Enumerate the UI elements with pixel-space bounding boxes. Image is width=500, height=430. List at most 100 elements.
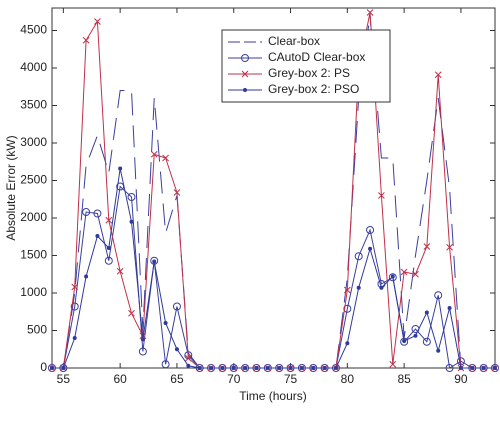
marker xyxy=(402,339,407,343)
marker xyxy=(366,226,375,234)
y-tick-label: 4500 xyxy=(20,23,47,37)
legend-label: Grey-box 2: PSO xyxy=(268,82,359,96)
y-tick-label: 3500 xyxy=(20,98,47,112)
marker xyxy=(412,270,419,278)
marker xyxy=(209,366,214,370)
series xyxy=(50,166,497,370)
marker xyxy=(436,348,441,353)
marker xyxy=(172,302,181,311)
marker xyxy=(277,366,282,370)
marker xyxy=(446,243,453,251)
marker xyxy=(118,166,123,171)
marker xyxy=(368,246,373,251)
marker xyxy=(162,154,169,162)
marker xyxy=(333,366,338,370)
x-axis-label: Time (hours) xyxy=(239,389,307,403)
marker xyxy=(150,150,158,158)
y-tick-label: 3000 xyxy=(20,135,47,149)
marker xyxy=(106,246,111,250)
legend-label: CAutoD Clear-box xyxy=(268,50,365,64)
marker xyxy=(322,366,327,370)
marker xyxy=(140,337,145,342)
series xyxy=(52,15,495,369)
marker xyxy=(422,337,431,346)
marker xyxy=(105,216,113,224)
y-tick-label: 0 xyxy=(40,360,47,374)
marker xyxy=(434,71,442,79)
marker xyxy=(128,309,135,317)
x-tick-label: 65 xyxy=(170,372,184,386)
marker xyxy=(400,268,408,276)
marker xyxy=(345,341,350,346)
marker xyxy=(173,189,181,196)
marker xyxy=(127,193,136,201)
y-axis-label: Absolute Error (kW) xyxy=(4,135,18,240)
marker xyxy=(94,18,101,25)
marker xyxy=(343,304,352,313)
marker xyxy=(104,256,113,265)
marker xyxy=(424,310,429,315)
marker xyxy=(84,274,89,279)
x-tick-label: 70 xyxy=(227,372,241,386)
marker xyxy=(61,366,66,370)
y-tick-label: 1500 xyxy=(20,248,47,262)
marker xyxy=(388,273,397,282)
marker xyxy=(220,366,225,370)
marker xyxy=(288,366,293,370)
marker xyxy=(378,192,385,199)
marker xyxy=(243,366,248,370)
y-tick-label: 2500 xyxy=(20,173,47,187)
x-tick-label: 55 xyxy=(57,372,71,386)
marker xyxy=(161,360,170,369)
marker xyxy=(186,363,191,368)
y-tick-label: 2000 xyxy=(20,210,47,224)
marker xyxy=(413,333,418,338)
marker xyxy=(299,366,304,370)
marker xyxy=(93,209,102,218)
marker xyxy=(470,366,475,370)
marker xyxy=(116,267,124,275)
y-tick-label: 500 xyxy=(27,323,47,337)
marker xyxy=(95,234,100,238)
marker xyxy=(184,354,192,362)
marker xyxy=(389,360,397,368)
y-tick-label: 4000 xyxy=(20,60,47,74)
marker xyxy=(138,347,147,356)
marker xyxy=(163,321,168,325)
marker xyxy=(71,283,79,291)
legend-marker xyxy=(241,70,249,78)
legend-label: Clear-box xyxy=(268,34,320,48)
marker xyxy=(152,259,157,264)
marker xyxy=(72,336,77,340)
marker xyxy=(390,274,395,279)
marker xyxy=(379,285,384,290)
x-tick-label: 90 xyxy=(454,372,468,386)
x-tick-label: 75 xyxy=(284,372,298,386)
marker xyxy=(434,291,443,300)
marker xyxy=(311,366,316,370)
marker xyxy=(82,208,91,216)
marker xyxy=(82,36,90,44)
marker xyxy=(423,243,431,250)
x-tick-label: 80 xyxy=(341,372,355,386)
marker xyxy=(231,366,236,370)
x-tick-label: 85 xyxy=(397,372,411,386)
marker xyxy=(254,366,259,370)
marker xyxy=(129,219,134,224)
legend-marker xyxy=(243,88,247,92)
marker xyxy=(50,366,54,370)
series-line xyxy=(52,168,495,369)
marker xyxy=(354,252,363,261)
marker xyxy=(366,9,374,16)
marker xyxy=(458,366,463,370)
y-tick-label: 1000 xyxy=(20,285,47,299)
legend-label: Grey-box 2: PS xyxy=(268,66,350,80)
marker xyxy=(445,364,454,372)
series-line xyxy=(52,15,495,369)
marker xyxy=(447,306,452,310)
x-tick-label: 60 xyxy=(113,372,127,386)
marker xyxy=(481,366,486,370)
marker xyxy=(343,286,351,294)
marker xyxy=(70,302,79,311)
